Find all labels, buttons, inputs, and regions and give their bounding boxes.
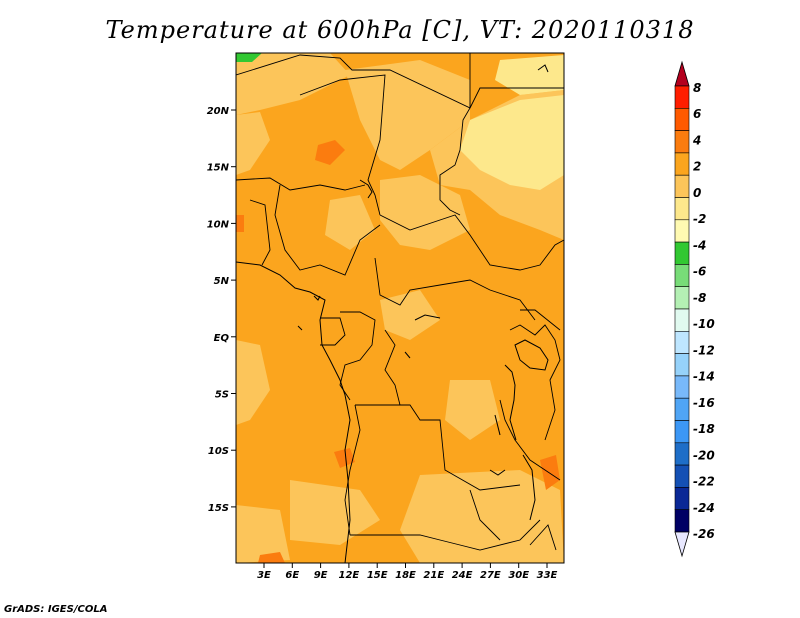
colorbar-segment bbox=[674, 464, 690, 488]
colorbar-label: -14 bbox=[693, 370, 715, 384]
colorbar-label: -22 bbox=[693, 475, 715, 489]
colorbar-top-arrow bbox=[674, 60, 690, 87]
colorbar-segment bbox=[674, 108, 690, 131]
colorbar-label: -2 bbox=[693, 212, 706, 226]
lon-tick-label: 3E bbox=[257, 570, 271, 581]
temperature-field-warm bbox=[236, 140, 560, 563]
lon-tick-label: 21E bbox=[423, 570, 444, 581]
colorbar-label: -16 bbox=[693, 396, 715, 410]
colorbar-segment bbox=[674, 197, 690, 221]
lat-tick-label: 5S bbox=[215, 390, 229, 401]
lat-tick-label: 15N bbox=[207, 163, 230, 174]
colorbar-label: 0 bbox=[693, 186, 701, 200]
country-borders bbox=[236, 53, 564, 563]
colorbar-segment bbox=[674, 174, 690, 198]
lon-tick-label: 18E bbox=[395, 570, 416, 581]
colorbar-segment bbox=[674, 152, 690, 176]
lat-tick-label: 15S bbox=[208, 503, 229, 514]
colorbar: 8 6 4 2 0 -2 -4 -6 -8 -10 -12 -14 -16 -18 -20 -22 -24 -26 bbox=[674, 60, 715, 558]
lat-tick-label: 5N bbox=[214, 276, 230, 287]
colorbar-segment bbox=[674, 353, 690, 377]
colorbar-segment bbox=[674, 308, 690, 332]
colorbar-bottom-arrow bbox=[674, 531, 690, 558]
colorbar-segment bbox=[674, 442, 690, 466]
longitude-axis: 3E 6E 9E 12E 15E 18E 21E 24E 27E 30E 33E bbox=[257, 563, 558, 581]
lon-tick-label: 15E bbox=[367, 570, 388, 581]
colorbar-segment bbox=[674, 509, 690, 533]
grads-credit: GrADS: IGES/COLA bbox=[4, 604, 108, 615]
latitude-axis: 20N 15N 10N 5N EQ 5S 10S 15S bbox=[207, 106, 236, 514]
colorbar-label: -12 bbox=[693, 343, 715, 357]
colorbar-segment bbox=[674, 241, 690, 265]
colorbar-label: -20 bbox=[693, 448, 715, 462]
colorbar-label: 6 bbox=[693, 107, 701, 121]
lon-tick-label: 33E bbox=[537, 570, 558, 581]
lon-tick-label: 30E bbox=[508, 570, 529, 581]
colorbar-segment bbox=[674, 286, 690, 310]
colorbar-segment bbox=[674, 375, 690, 399]
colorbar-label: -8 bbox=[693, 291, 706, 305]
colorbar-segment bbox=[674, 330, 690, 354]
colorbar-segment bbox=[674, 487, 690, 510]
lon-tick-label: 12E bbox=[339, 570, 360, 581]
lon-tick-label: 9E bbox=[314, 570, 328, 581]
colorbar-segment bbox=[674, 264, 690, 287]
cold-patch bbox=[236, 53, 262, 62]
coastline bbox=[236, 64, 549, 563]
lon-tick-label: 27E bbox=[480, 570, 501, 581]
colorbar-label: 2 bbox=[693, 160, 701, 174]
colorbar-segment bbox=[674, 219, 690, 243]
lon-tick-label: 24E bbox=[452, 570, 473, 581]
map-frame bbox=[235, 52, 565, 564]
temperature-field-lighter bbox=[460, 55, 564, 190]
colorbar-label: -6 bbox=[693, 265, 706, 279]
colorbar-label: -10 bbox=[693, 317, 715, 331]
colorbar-segment bbox=[674, 130, 690, 154]
colorbar-label: 8 bbox=[693, 81, 701, 95]
lon-tick-label: 6E bbox=[285, 570, 299, 581]
lat-tick-label: 20N bbox=[207, 106, 230, 117]
lat-tick-label: 10N bbox=[207, 219, 230, 230]
colorbar-label: -18 bbox=[693, 422, 715, 436]
lat-tick-label: EQ bbox=[214, 333, 230, 344]
colorbar-label: -4 bbox=[693, 238, 706, 252]
colorbar-segment bbox=[674, 420, 690, 444]
colorbar-segment bbox=[674, 397, 690, 421]
map-panel bbox=[236, 53, 564, 563]
colorbar-label: 4 bbox=[692, 133, 701, 147]
colorbar-segment bbox=[674, 85, 690, 109]
map-title: Temperature at 600hPa [C], VT: 202011031… bbox=[105, 16, 695, 44]
colorbar-label: -26 bbox=[693, 527, 715, 541]
lat-tick-label: 10S bbox=[208, 446, 229, 457]
colorbar-label: -24 bbox=[693, 501, 715, 515]
